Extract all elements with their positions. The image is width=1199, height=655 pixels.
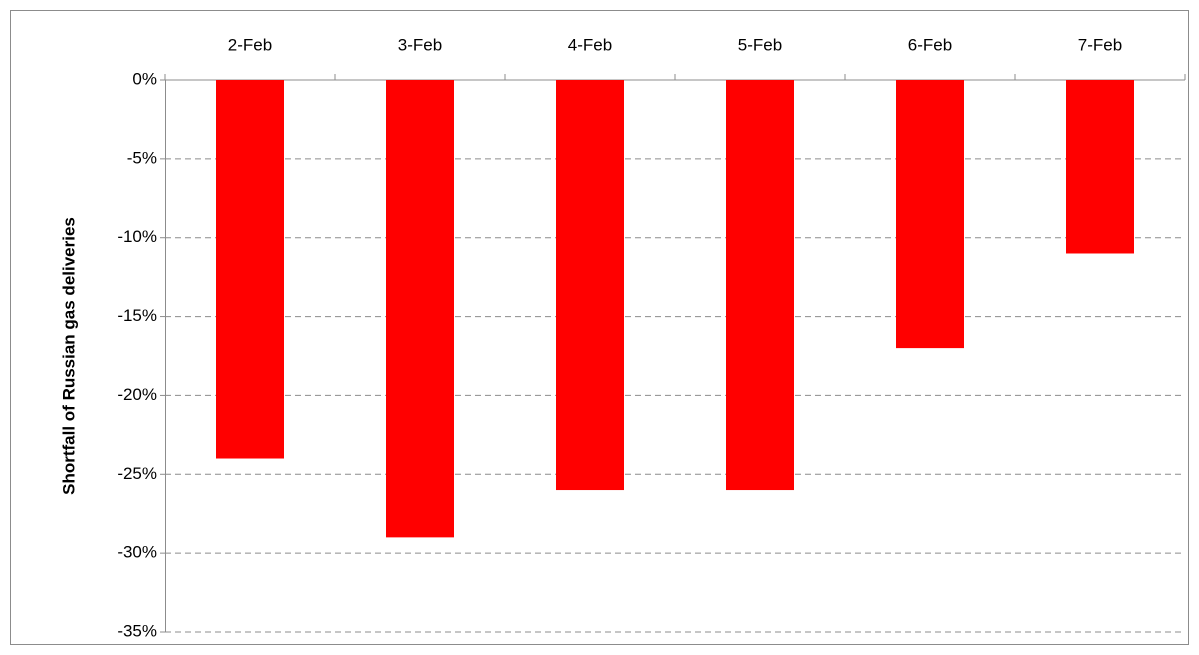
bar [726,80,794,491]
y-tick-label: -20% [117,385,157,404]
bar [216,80,284,459]
y-tick-label: -30% [117,543,157,562]
y-tick-label: -25% [117,464,157,483]
bar [386,80,454,538]
y-tick-label: 0% [132,69,157,88]
y-axis-label: Shortfall of Russian gas deliveries [59,217,78,495]
bar [1066,80,1134,254]
x-tick-label: 6-Feb [908,35,952,54]
x-tick-label: 7-Feb [1078,35,1122,54]
bar [556,80,624,491]
y-tick-label: -10% [117,227,157,246]
y-tick-label: -15% [117,306,157,325]
x-tick-label: 5-Feb [738,35,782,54]
x-tick-label: 3-Feb [398,35,442,54]
x-tick-label: 4-Feb [568,35,612,54]
x-tick-label: 2-Feb [228,35,272,54]
y-tick-label: -35% [117,621,157,640]
y-tick-label: -5% [127,148,157,167]
bar [896,80,964,349]
